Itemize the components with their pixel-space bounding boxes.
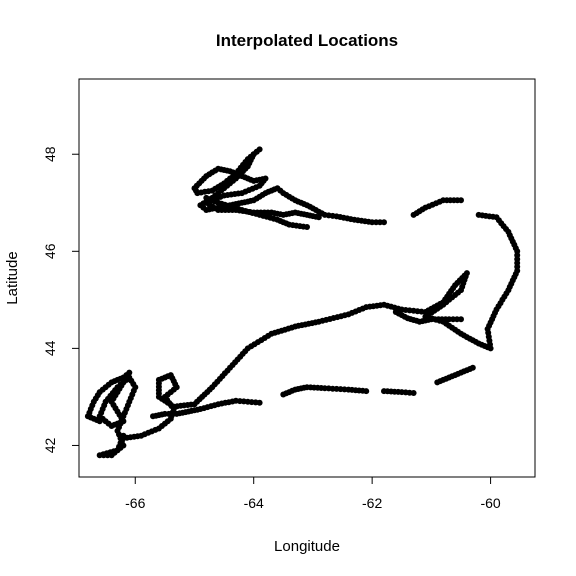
data-points <box>85 146 520 458</box>
x-tick-label: -60 <box>480 495 500 511</box>
location-point <box>470 365 476 371</box>
y-tick-label: 46 <box>42 243 58 259</box>
x-axis-label: Longitude <box>274 538 340 555</box>
location-point <box>203 195 209 201</box>
y-tick-label: 48 <box>42 146 58 162</box>
location-point <box>458 316 464 322</box>
x-axis: -66 -64 -62 -60 <box>125 477 501 511</box>
location-point <box>316 214 322 220</box>
x-tick-label: -62 <box>362 495 382 511</box>
location-point <box>411 212 417 218</box>
y-tick-label: 42 <box>42 437 58 453</box>
x-tick-label: -66 <box>125 495 145 511</box>
x-tick-label: -64 <box>244 495 264 511</box>
location-point <box>257 400 263 406</box>
location-point <box>363 388 369 394</box>
location-point <box>411 390 417 396</box>
y-tick-label: 44 <box>42 340 58 356</box>
y-axis-label: Latitude <box>4 251 21 304</box>
chart-title: Interpolated Locations <box>216 31 398 50</box>
location-point <box>476 212 482 218</box>
y-axis: 42 44 46 48 <box>42 146 79 453</box>
